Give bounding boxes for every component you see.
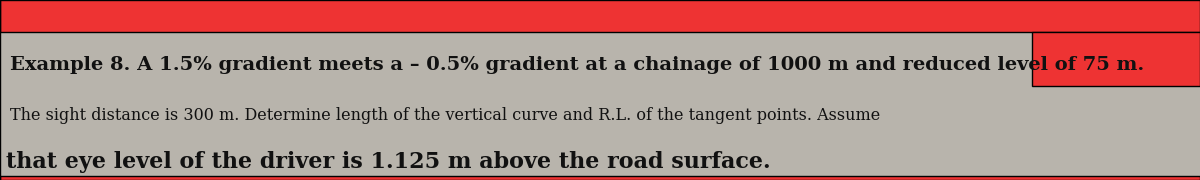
Text: that eye level of the driver is 1.125 m above the road surface.: that eye level of the driver is 1.125 m … [6,151,770,173]
FancyBboxPatch shape [1032,32,1200,86]
Text: The sight distance is 300 m. Determine length of the vertical curve and R.L. of : The sight distance is 300 m. Determine l… [10,107,880,124]
Text: Example 8. A 1.5% gradient meets a – 0.5% gradient at a chainage of 1000 m and r: Example 8. A 1.5% gradient meets a – 0.5… [10,56,1144,74]
FancyBboxPatch shape [0,0,1200,32]
FancyBboxPatch shape [0,176,1200,180]
